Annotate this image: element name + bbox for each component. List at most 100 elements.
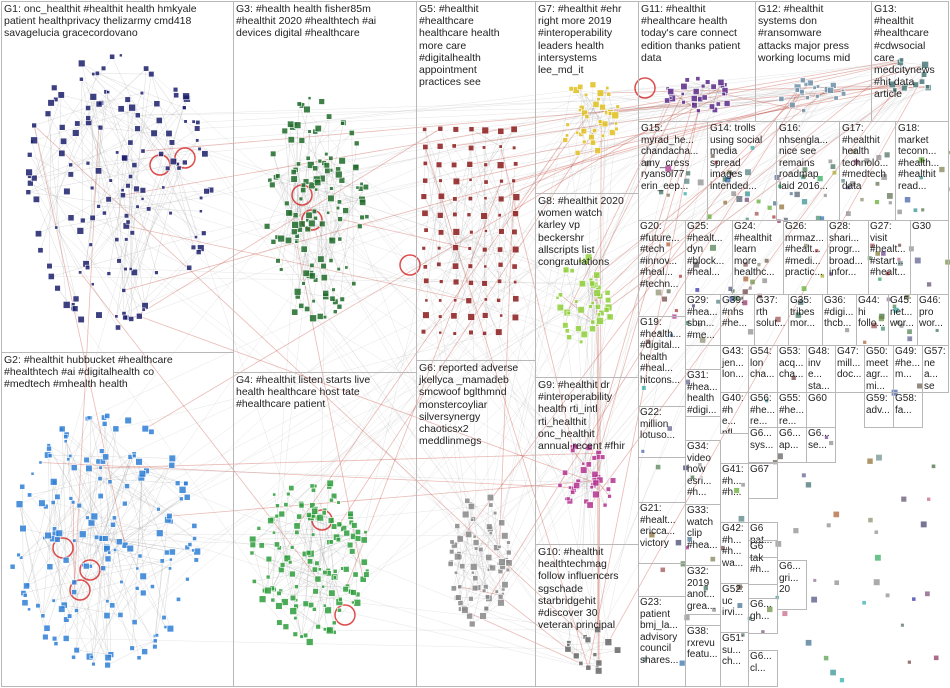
group-box-g6g[interactable]: G6... gh... (748, 598, 778, 634)
network-edge (53, 581, 122, 601)
group-box-g26[interactable]: G26: mrmaz... #healt... #medi... practic… (783, 220, 828, 295)
group-box-g44[interactable]: G44: hi follo... (856, 294, 889, 346)
network-edge (54, 87, 143, 200)
group-box-g6a[interactable]: G6... sys... (748, 427, 778, 463)
group-box-g53[interactable]: G53: acq... cha... (777, 345, 807, 393)
group-label-g25: G25: #healt... dyn #block... #heal... (687, 221, 725, 279)
network-edge (451, 541, 504, 590)
group-box-g29[interactable]: G29: #hea... sbm... #me... (685, 294, 721, 346)
network-node (85, 464, 93, 472)
network-node (454, 553, 462, 561)
group-box-g32[interactable]: G32: 2019 anot... grea... (685, 565, 721, 615)
network-node (307, 558, 314, 565)
group-box-g11[interactable]: G11: #healthit #healthcare health today'… (638, 1, 756, 122)
group-box-g23[interactable]: G23: patient bmj_la... advisory council … (638, 596, 686, 687)
group-box-g59[interactable]: G59: adv... (864, 392, 894, 428)
group-box-g34[interactable]: G34: video how esri... #h... (685, 440, 721, 505)
group-box-g43[interactable]: G43: jen... lon... (720, 345, 749, 393)
group-box-g38[interactable]: G38: rxrevu featu... (685, 625, 721, 687)
network-node (47, 273, 55, 280)
group-box-g60[interactable]: G60 (806, 392, 836, 428)
network-node (191, 548, 196, 553)
network-node (136, 655, 142, 661)
group-box-g42[interactable]: G42: #h... #h... wa... (720, 522, 749, 584)
network-node (133, 185, 140, 193)
network-node (566, 310, 571, 316)
group-box-g14[interactable]: G14: trolls using social media spread im… (707, 121, 777, 221)
group-box-g20[interactable]: G20: #future... #tech #innov... #heal...… (638, 220, 686, 317)
network-node (100, 565, 107, 572)
group-box-g3[interactable]: G3: #health health fisher85m #healthit 2… (233, 1, 417, 373)
group-box-g30[interactable]: G30 (910, 220, 949, 295)
group-box-g21[interactable]: G21: #healt... ericca... victory (638, 502, 686, 564)
group-box-g6d[interactable]: G6 tak #h... (748, 540, 778, 585)
group-box-g16[interactable]: G16: nhsengla... nice see remains roadma… (776, 121, 840, 221)
group-box-g54[interactable]: G54: lon cha... (748, 345, 778, 393)
group-box-g4[interactable]: G4: #healthit listen starts live health … (233, 372, 417, 687)
group-box-g41[interactable]: G41: #h... #h... (720, 463, 749, 523)
network-node (875, 251, 881, 256)
network-node (294, 239, 299, 244)
group-box-g6c[interactable]: G6... se... (806, 427, 836, 463)
group-box-g36[interactable]: G36: #digi... thcb... (822, 294, 857, 346)
group-box-g6b[interactable]: G6... ap... (777, 427, 807, 463)
group-box-g15[interactable]: G15: myrad_he... chandacha... amy_cress … (638, 121, 708, 221)
group-box-g48[interactable]: G48: inve... sta... (806, 345, 836, 393)
group-box-g24[interactable]: G24: #healthit learn more healthc... (732, 220, 784, 295)
group-box-g7[interactable]: G7: #healthit #ehr right more 2019 #inte… (535, 1, 639, 194)
group-box-g46[interactable]: G46: pro wor... (917, 294, 949, 346)
group-box-g49[interactable]: G49: #he... m... (893, 345, 923, 393)
group-box-g22[interactable]: G22: million lotuso... (638, 406, 686, 458)
group-box-g5[interactable]: G5: #healthit #healthcare healthcare hea… (416, 1, 536, 361)
group-box-g58[interactable]: G58: fa... (893, 392, 923, 428)
group-box-g10[interactable]: G10: #healthit healthtechmag follow infl… (535, 544, 639, 687)
group-box-g25[interactable]: G25: #healt... dyn #block... #heal... (685, 220, 733, 295)
group-box-g12[interactable]: G12: #healthit systems don #ransomware a… (755, 1, 872, 122)
network-node (125, 183, 131, 189)
group-box-g17[interactable]: G17: #healthit health technolo... #medte… (839, 121, 896, 221)
network-edge (566, 135, 594, 323)
group-box-g6f[interactable]: G6... gri... 20 (777, 560, 807, 610)
group-box-g27[interactable]: G27: visit #healt... #start... #healt... (868, 220, 911, 295)
group-box-g56[interactable]: G56: #he... re... (748, 392, 778, 428)
network-node (278, 510, 286, 518)
group-box-g45[interactable]: G45: net... wor... (888, 294, 918, 346)
group-box-g52[interactable]: G52: uc irvi... (720, 583, 749, 633)
network-node (590, 139, 596, 146)
group-box-g2[interactable]: G2: #healthit hubbucket #healthcare #hea… (1, 352, 234, 687)
network-edge (137, 477, 142, 569)
group-box-g67[interactable]: G67 (748, 463, 778, 499)
group-box-g8[interactable]: G8: #healthit 2020 women watch karley vp… (535, 193, 639, 378)
group-box-g57[interactable]: G57: nea... see... (922, 345, 949, 393)
group-box-g50[interactable]: G50: meetagr... mi... (864, 345, 894, 393)
group-box-g51[interactable]: G51: su... ch... (720, 632, 749, 687)
network-edge (312, 275, 354, 284)
group-box-g6[interactable]: G6: reported adverse jkellyca _mamadeb s… (416, 360, 536, 687)
network-node (933, 655, 939, 661)
group-box-g39[interactable]: G39: #nhs #he... (720, 294, 755, 346)
group-box-g47[interactable]: G47: mill... doc... (835, 345, 865, 393)
network-edge (460, 538, 503, 567)
group-box-g31[interactable]: G31: #hea... health #digi... (685, 369, 721, 417)
group-box-g55[interactable]: G55: #he... re... (777, 392, 807, 428)
group-box-g33[interactable]: G33: watch clip #hea... (685, 504, 721, 566)
group-box-g40[interactable]: G40: #he... pfl... (720, 392, 749, 434)
network-edge (810, 82, 837, 99)
group-box-g13[interactable]: G13: #healthit #healthcare #cdwsocial ca… (871, 1, 949, 122)
group-box-g18[interactable]: G18: market teconn... #health... #health… (895, 121, 949, 221)
group-box-g9[interactable]: G9: #healthit dr #interoperability healt… (535, 377, 639, 545)
group-label-g58: G58: fa... (895, 393, 917, 416)
network-node (471, 584, 479, 592)
network-node (723, 100, 731, 107)
group-box-g1[interactable]: G1: onc_healthit #healthit health hmkyal… (1, 1, 234, 353)
group-box-g37[interactable]: G37: rth solut... (754, 294, 789, 346)
network-node (9, 563, 16, 570)
group-box-g6h[interactable]: G6... cl... (748, 650, 778, 687)
network-node (596, 89, 605, 97)
network-edge (473, 518, 497, 548)
network-node (321, 584, 325, 589)
group-box-g35[interactable]: G35: tribes mor... (788, 294, 823, 346)
group-box-g19[interactable]: G19: #health... #digital... health #heal… (638, 316, 686, 407)
group-box-g28[interactable]: G28: shari... progr... broad... infor... (827, 220, 869, 295)
network-edge (291, 139, 308, 221)
